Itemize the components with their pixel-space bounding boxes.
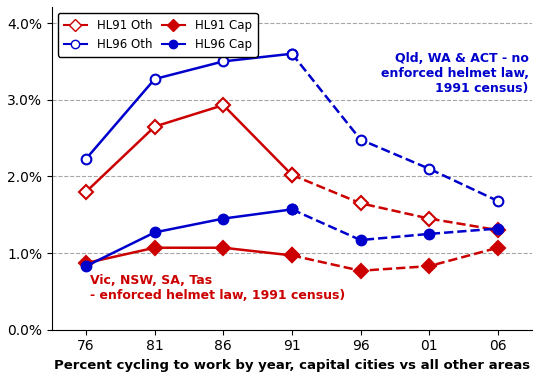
Text: Qld, WA & ACT - no
enforced helmet law,
1991 census): Qld, WA & ACT - no enforced helmet law, … bbox=[381, 52, 529, 95]
Legend: HL91 Oth, HL96 Oth, HL91 Cap, HL96 Cap: HL91 Oth, HL96 Oth, HL91 Cap, HL96 Cap bbox=[58, 13, 258, 56]
X-axis label: Percent cycling to work by year, capital cities vs all other areas: Percent cycling to work by year, capital… bbox=[54, 359, 530, 372]
Text: Vic, NSW, SA, Tas
- enforced helmet law, 1991 census): Vic, NSW, SA, Tas - enforced helmet law,… bbox=[89, 274, 345, 302]
